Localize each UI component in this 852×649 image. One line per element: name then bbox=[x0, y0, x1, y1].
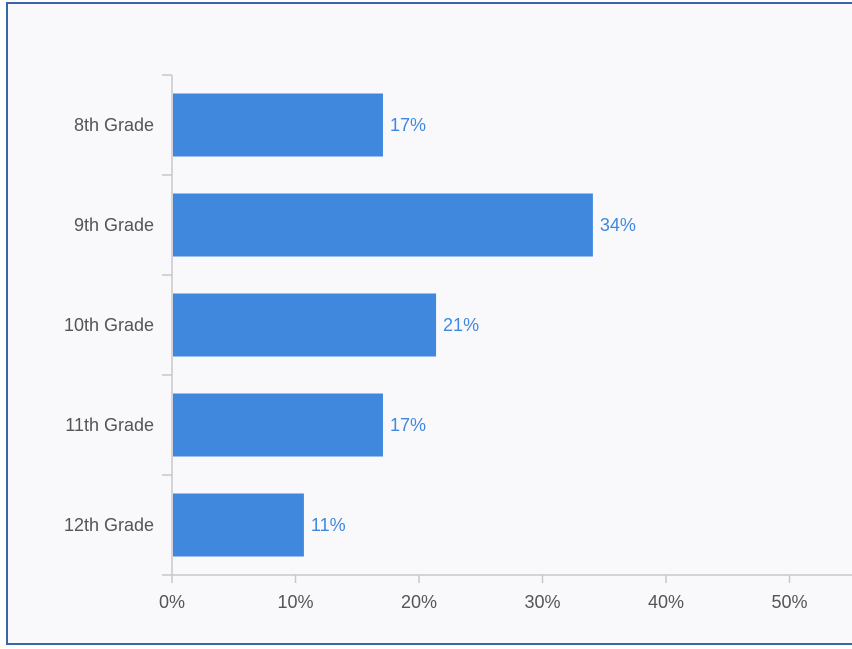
category-label: 9th Grade bbox=[74, 215, 154, 235]
x-tick-label: 20% bbox=[401, 592, 437, 612]
bar bbox=[173, 293, 437, 357]
category-label: 10th Grade bbox=[64, 315, 154, 335]
x-tick-label: 10% bbox=[277, 592, 313, 612]
bar bbox=[173, 493, 304, 557]
category-label: 12th Grade bbox=[64, 515, 154, 535]
x-tick-label: 30% bbox=[524, 592, 560, 612]
bar bbox=[173, 393, 383, 457]
chart-bars bbox=[173, 93, 593, 557]
category-label: 11th Grade bbox=[65, 415, 154, 435]
data-label: 17% bbox=[390, 415, 426, 435]
data-label: 21% bbox=[443, 315, 479, 335]
data-label: 17% bbox=[390, 115, 426, 135]
chart-labels: 0% 10% 20% 30% 40% 50% 8th Grade 17% 9th Grade 34… bbox=[64, 115, 808, 612]
x-tick-label: 50% bbox=[771, 592, 807, 612]
category-label: 8th Grade bbox=[74, 115, 154, 135]
x-tick-label: 40% bbox=[648, 592, 684, 612]
data-label: 34% bbox=[600, 215, 636, 235]
bar bbox=[173, 193, 593, 257]
chart-axes bbox=[162, 74, 852, 583]
x-tick-label: 0% bbox=[159, 592, 185, 612]
bar bbox=[173, 93, 383, 157]
data-label: 11% bbox=[311, 515, 346, 535]
